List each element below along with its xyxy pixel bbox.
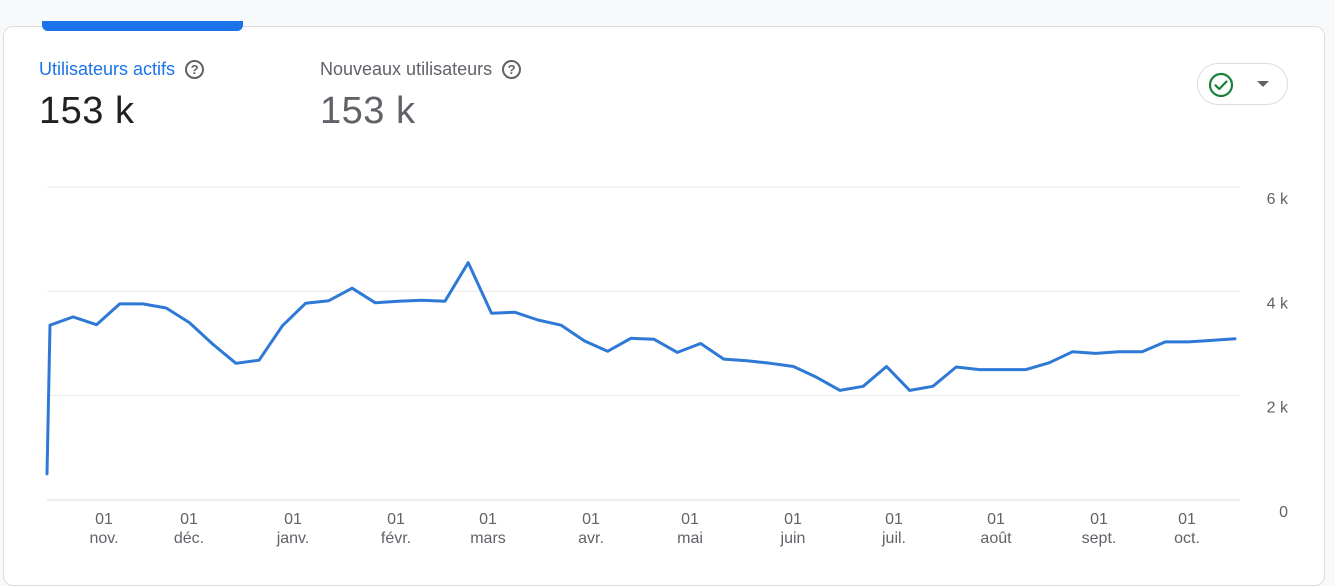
x-tick-day: 01 (95, 511, 113, 528)
metric-new-users-label-row: Nouveaux utilisateurs ? (320, 59, 522, 80)
series-line (45, 261, 1237, 476)
metric-new-users-value: 153 k (320, 90, 416, 132)
x-tick-month: juin (780, 530, 806, 547)
x-tick-month: sept. (1082, 530, 1117, 547)
x-tick-month: juil. (881, 530, 906, 547)
y-tick-label: 0 (1279, 504, 1288, 521)
compare-dropdown-button[interactable] (1197, 63, 1288, 105)
x-tick-month: août (980, 530, 1012, 547)
x-tick-day: 01 (387, 511, 405, 528)
x-tick-month: févr. (381, 530, 411, 547)
question-circle-icon[interactable]: ? (185, 60, 205, 79)
y-tick-label: 6 k (1267, 191, 1289, 208)
x-tick-month: avr. (578, 530, 604, 547)
y-tick-label: 2 k (1267, 400, 1289, 417)
check-circle-icon (1208, 72, 1234, 98)
x-tick-month: mars (470, 530, 506, 547)
x-tick-day: 01 (1178, 511, 1196, 528)
x-tick-day: 01 (1090, 511, 1108, 528)
x-tick-day: 01 (284, 511, 302, 528)
x-tick-day: 01 (987, 511, 1005, 528)
x-tick-day: 01 (784, 511, 802, 528)
x-tick-day: 01 (479, 511, 497, 528)
metric-active-users[interactable]: Utilisateurs actifs ? 153 k (39, 59, 205, 133)
x-tick-month: mai (677, 530, 703, 547)
x-tick-month: oct. (1174, 530, 1200, 547)
y-tick-label: 4 k (1267, 295, 1289, 312)
x-tick-day: 01 (885, 511, 903, 528)
users-overview-card (3, 26, 1325, 586)
selected-tab-indicator (42, 21, 243, 31)
x-tick-day: 01 (582, 511, 600, 528)
question-circle-icon[interactable]: ? (502, 60, 522, 79)
x-tick-day: 01 (681, 511, 699, 528)
metric-new-users[interactable]: Nouveaux utilisateurs ? 153 k (320, 59, 522, 133)
metric-active-users-value: 153 k (39, 90, 135, 132)
x-tick-month: janv. (276, 530, 310, 547)
x-tick-day: 01 (180, 511, 198, 528)
metric-active-users-label: Utilisateurs actifs (39, 59, 176, 79)
x-tick-month: nov. (89, 530, 118, 547)
metric-new-users-label: Nouveaux utilisateurs (320, 59, 493, 79)
x-tick-month: déc. (174, 530, 204, 547)
metric-active-users-label-row: Utilisateurs actifs ? (39, 59, 205, 80)
chevron-down-icon (1257, 81, 1269, 87)
